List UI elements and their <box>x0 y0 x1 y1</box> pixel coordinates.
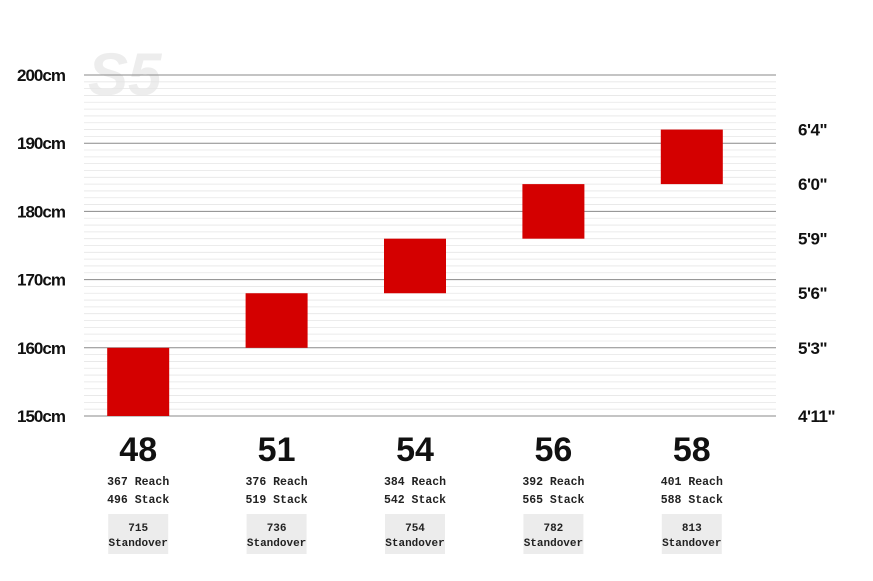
reach-value: 384 Reach <box>384 476 446 489</box>
size-label: 51 <box>258 431 296 469</box>
size-label: 48 <box>119 431 157 469</box>
range-bar-54 <box>384 238 446 294</box>
left-tick-label: 160cm <box>17 339 66 358</box>
left-tick-label: 170cm <box>17 271 66 290</box>
stack-value: 542 Stack <box>384 494 446 507</box>
standover-box <box>385 514 445 554</box>
standover-value: 736 <box>267 523 287 535</box>
standover-box <box>523 514 584 554</box>
grid <box>84 74 776 417</box>
stack-value: 519 Stack <box>246 494 308 507</box>
stack-value: 588 Stack <box>661 494 723 507</box>
right-tick-label: 5'3" <box>798 339 827 358</box>
stack-value: 565 Stack <box>522 494 584 507</box>
left-tick-label: 200cm <box>17 66 66 85</box>
right-axis: 4'11" 5'3" 5'6" 5'9" 6'0" 6'4" <box>798 121 836 426</box>
standover-label: Standover <box>662 538 721 550</box>
reach-value: 401 Reach <box>661 476 723 489</box>
size-label: 56 <box>534 431 572 469</box>
size-label: 58 <box>673 431 711 469</box>
standover-value: 715 <box>128 523 148 535</box>
left-tick-label: 190cm <box>17 134 66 153</box>
standover-box <box>661 514 722 554</box>
reach-value: 392 Reach <box>522 476 584 489</box>
standover-label: Standover <box>247 538 306 550</box>
left-axis: 150cm 160cm 170cm 180cm 190cm 200cm <box>17 66 67 426</box>
right-tick-label: 4'11" <box>798 407 835 426</box>
standover-label: Standover <box>385 538 444 550</box>
left-tick-label: 180cm <box>17 202 66 221</box>
right-tick-label: 6'0" <box>798 175 827 194</box>
left-tick-label: 150cm <box>17 407 66 426</box>
range-bar-48 <box>107 347 170 416</box>
geometry-table: 48 367 Reach 496 Stack 715 Standover 51 376 Re… <box>107 431 723 554</box>
range-bar-58 <box>660 129 723 185</box>
reach-value: 367 Reach <box>107 476 169 489</box>
standover-value: 813 <box>682 523 702 535</box>
standover-box <box>108 514 169 554</box>
range-bar-51 <box>245 293 308 348</box>
right-tick-label: 5'9" <box>798 230 827 249</box>
standover-value: 754 <box>405 523 425 535</box>
range-bar-56 <box>522 184 585 239</box>
standover-label: Standover <box>524 538 583 550</box>
standover-value: 782 <box>543 523 563 535</box>
reach-value: 376 Reach <box>246 476 308 489</box>
size-label: 54 <box>396 431 434 469</box>
standover-box <box>246 514 307 554</box>
bars <box>107 129 723 416</box>
stack-value: 496 Stack <box>107 494 169 507</box>
right-tick-label: 5'6" <box>798 284 827 303</box>
right-tick-label: 6'4" <box>798 121 827 140</box>
standover-label: Standover <box>108 538 167 550</box>
